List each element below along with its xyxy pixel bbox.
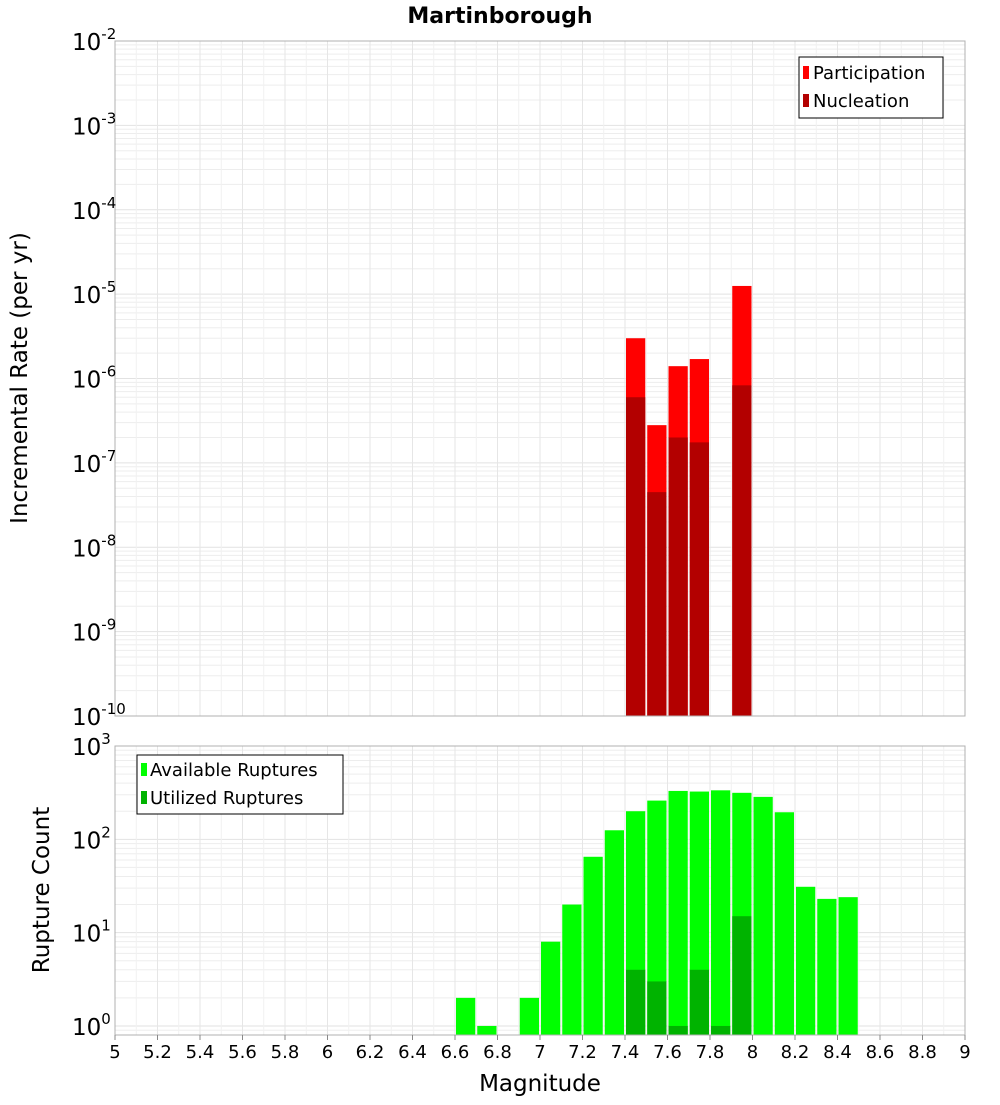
bar-nucleation — [647, 492, 667, 716]
y-tick-label: 10-5 — [72, 278, 116, 309]
bar-utilized-ruptures — [711, 1025, 731, 1035]
y-tick-label: 102 — [72, 823, 111, 854]
bar-nucleation — [626, 397, 646, 716]
top-y-axis-label: Incremental Rate (per yr) — [7, 232, 33, 524]
y-tick-label: 10-7 — [72, 447, 116, 478]
x-axis-label: Magnitude — [479, 1071, 601, 1097]
x-tick-label: 5 — [109, 1042, 120, 1063]
bar-available-ruptures — [796, 886, 816, 1035]
x-tick-label: 8.6 — [866, 1042, 895, 1063]
x-ticks: 5 5.2 5.4 5.6 5.8 6 6.2 6.4 6.6 6.8 7 7.2 7.4 7.6 7.8 8… — [109, 1035, 971, 1063]
y-tick-label: 10-10 — [72, 700, 126, 731]
bottom-y-axis-label: Rupture Count — [29, 807, 55, 973]
legend-swatch-utilized-ruptures — [141, 791, 147, 804]
bottom-legend-box — [136, 754, 344, 815]
y-tick-label: 103 — [72, 730, 111, 761]
chart-title: Martinborough — [407, 4, 592, 29]
y-tick-label: 10-6 — [72, 363, 116, 394]
top-grid — [114, 41, 966, 717]
y-tick-label: 10-4 — [72, 194, 116, 225]
bar-available-ruptures — [711, 790, 731, 1035]
bar-available-ruptures — [519, 997, 539, 1035]
x-tick-label: 7.8 — [696, 1042, 725, 1063]
legend-swatch-nucleation — [803, 94, 809, 107]
legend-label-utilized-ruptures: Utilized Ruptures — [150, 788, 303, 809]
y-tick-label: 100 — [72, 1010, 111, 1041]
y-tick-label: 10-2 — [72, 25, 116, 56]
bar-utilized-ruptures — [647, 981, 667, 1035]
legend-swatch-participation — [803, 66, 809, 79]
bar-available-ruptures — [477, 1025, 497, 1035]
x-tick-label: 6.8 — [483, 1042, 512, 1063]
y-tick-label: 10-9 — [72, 616, 116, 647]
top-y-ticks: 10-10 10-9 10-8 10-7 10-6 10-5 10-4 10-3 10-2 — [72, 25, 126, 731]
bar-available-ruptures — [753, 796, 773, 1035]
bar-nucleation — [668, 437, 688, 716]
x-tick-label: 7.6 — [653, 1042, 682, 1063]
bar-available-ruptures — [562, 904, 582, 1035]
legend-label-available-ruptures: Available Ruptures — [150, 760, 318, 781]
x-tick-label: 8.8 — [908, 1042, 937, 1063]
x-tick-label: 7 — [534, 1042, 545, 1063]
x-tick-label: 6.4 — [398, 1042, 427, 1063]
bottom-bars — [456, 790, 858, 1035]
bar-utilized-ruptures — [668, 1025, 688, 1035]
x-tick-label: 6 — [322, 1042, 333, 1063]
x-tick-label: 5.6 — [228, 1042, 257, 1063]
bar-available-ruptures — [774, 812, 794, 1035]
y-tick-label: 10-3 — [72, 109, 116, 140]
x-tick-label: 7.4 — [611, 1042, 640, 1063]
bottom-y-ticks: 100 101 102 103 — [72, 730, 111, 1041]
top-plot-frame — [114, 40, 966, 717]
legend-swatch-available-ruptures — [141, 763, 147, 776]
x-tick-label: 7.2 — [568, 1042, 597, 1063]
legend-label-participation: Participation — [813, 63, 925, 84]
bar-available-ruptures — [817, 898, 837, 1035]
bar-available-ruptures — [604, 830, 624, 1035]
y-tick-label: 10-8 — [72, 531, 116, 562]
bar-available-ruptures — [541, 941, 561, 1035]
top-legend-box — [798, 56, 944, 119]
bar-utilized-ruptures — [626, 969, 646, 1035]
bar-nucleation — [732, 385, 752, 716]
bar-available-ruptures — [668, 790, 688, 1035]
x-tick-label: 5.2 — [143, 1042, 172, 1063]
x-tick-label: 5.4 — [186, 1042, 215, 1063]
x-tick-label: 8.2 — [781, 1042, 810, 1063]
top-bars — [626, 285, 752, 716]
y-tick-label: 101 — [72, 917, 111, 948]
legend-label-nucleation: Nucleation — [813, 91, 909, 112]
bottom-legend: Available Ruptures Utilized Ruptures — [136, 754, 344, 815]
x-tick-label: 9 — [959, 1042, 970, 1063]
bar-available-ruptures — [838, 897, 858, 1035]
x-tick-label: 8 — [747, 1042, 758, 1063]
bar-available-ruptures — [583, 856, 603, 1035]
bar-available-ruptures — [647, 800, 667, 1035]
bar-nucleation — [689, 442, 709, 716]
x-tick-label: 6.6 — [441, 1042, 470, 1063]
x-tick-label: 8.4 — [823, 1042, 852, 1063]
bar-utilized-ruptures — [689, 969, 709, 1035]
top-legend: Participation Nucleation — [798, 56, 944, 119]
x-tick-label: 5.8 — [271, 1042, 300, 1063]
bar-utilized-ruptures — [732, 916, 752, 1035]
bar-available-ruptures — [456, 997, 476, 1035]
x-tick-label: 6.2 — [356, 1042, 385, 1063]
